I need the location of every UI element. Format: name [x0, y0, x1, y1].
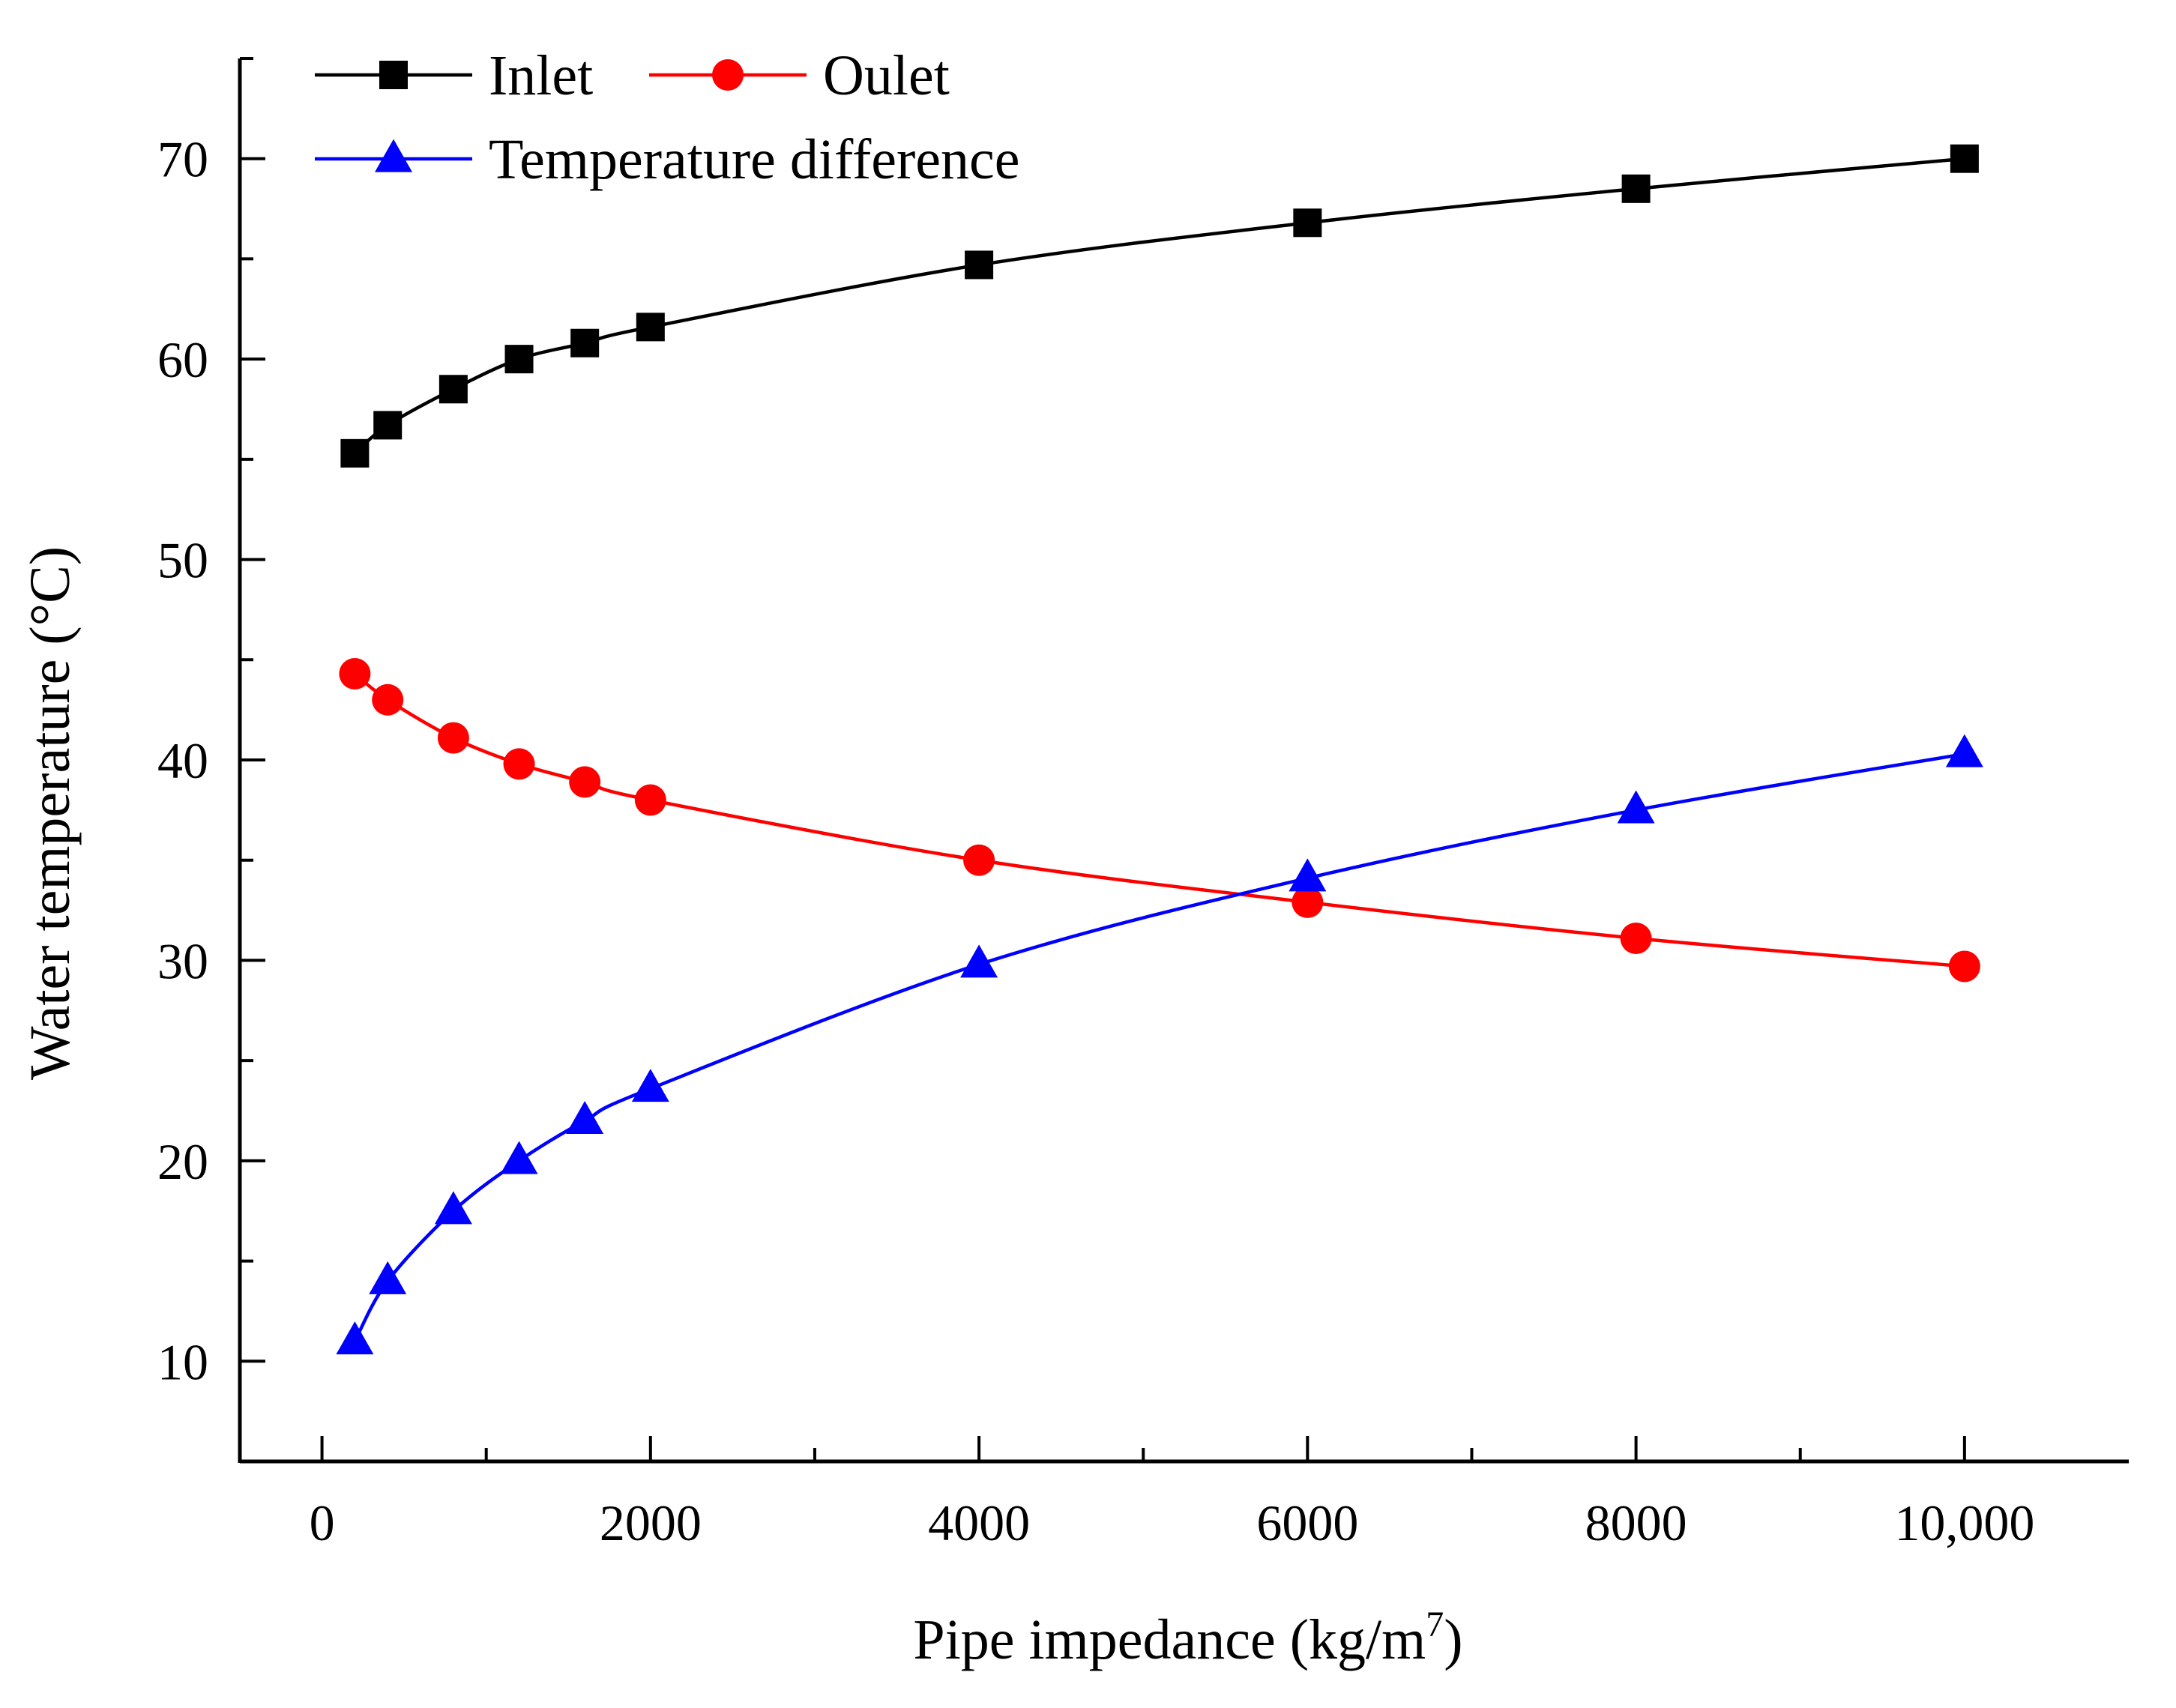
y-tick-label: 60 [157, 331, 208, 388]
data-point [1620, 923, 1652, 955]
data-point [963, 844, 995, 876]
legend-item: Inlet [315, 44, 593, 107]
data-point [437, 722, 469, 754]
data-point [634, 784, 666, 816]
series-layer [336, 144, 1983, 1355]
y-axis-title: Water temperature (°C) [19, 546, 82, 1080]
data-point [1289, 858, 1327, 892]
data-point [434, 1191, 472, 1225]
data-point [438, 375, 468, 404]
y-tick-label: 10 [157, 1333, 208, 1390]
data-point [1950, 144, 1979, 173]
data-point [1945, 734, 1983, 767]
data-point [566, 1100, 604, 1134]
data-point [504, 345, 534, 374]
x-axis-title-main: Pipe impedance (kg/m [913, 1608, 1426, 1671]
x-axis-title-superscript: 7 [1426, 1605, 1444, 1644]
y-tick-label: 70 [157, 131, 208, 188]
data-point [340, 438, 370, 468]
data-point [369, 1261, 407, 1294]
y-tick-label: 50 [157, 532, 208, 589]
data-point [1948, 950, 1980, 983]
x-tick-label: 0 [310, 1494, 335, 1551]
data-point [339, 658, 371, 690]
y-tick-label: 20 [157, 1133, 208, 1190]
x-tick-label: 4000 [928, 1494, 1030, 1551]
data-point [500, 1141, 538, 1174]
data-point [1621, 174, 1651, 203]
data-point [636, 313, 665, 342]
legend-marker [375, 139, 412, 172]
series-temperature-difference [336, 734, 1983, 1355]
legend-marker [712, 59, 744, 91]
legend-label: Oulet [823, 44, 950, 107]
x-axis-title: Pipe impedance (kg/m7) [913, 1605, 1462, 1671]
legend: Inlet Oulet Temperature difference [315, 44, 1020, 191]
data-point [965, 250, 994, 280]
data-point [1617, 790, 1655, 824]
data-point [631, 1069, 669, 1102]
y-tick-label: 30 [157, 932, 208, 989]
legend-marker [379, 61, 408, 89]
data-point [503, 748, 535, 780]
data-point [1292, 886, 1324, 918]
x-tick-label: 2000 [600, 1494, 702, 1551]
series-inlet [340, 144, 1979, 468]
legend-label: Temperature difference [489, 128, 1020, 191]
y-tick-label: 40 [157, 732, 208, 789]
data-point [960, 944, 998, 978]
data-point [569, 766, 601, 798]
legend-label: Inlet [489, 44, 593, 107]
x-tick-label: 6000 [1256, 1494, 1358, 1551]
data-point [1293, 208, 1322, 238]
legend-item: Oulet [649, 44, 950, 107]
data-point [372, 683, 404, 716]
data-point [570, 328, 600, 357]
data-point [373, 411, 403, 440]
data-point [336, 1321, 374, 1355]
legend-item: Temperature difference [315, 128, 1020, 191]
x-tick-label: 10,000 [1894, 1494, 2034, 1551]
x-axis-title-end: ) [1444, 1608, 1462, 1671]
x-tick-label: 8000 [1585, 1494, 1687, 1551]
series-oulet [339, 658, 1980, 983]
axes: 0 2000 4000 6000 8000 10,000 10 20 30 40 50 60 70 [157, 57, 2129, 1551]
